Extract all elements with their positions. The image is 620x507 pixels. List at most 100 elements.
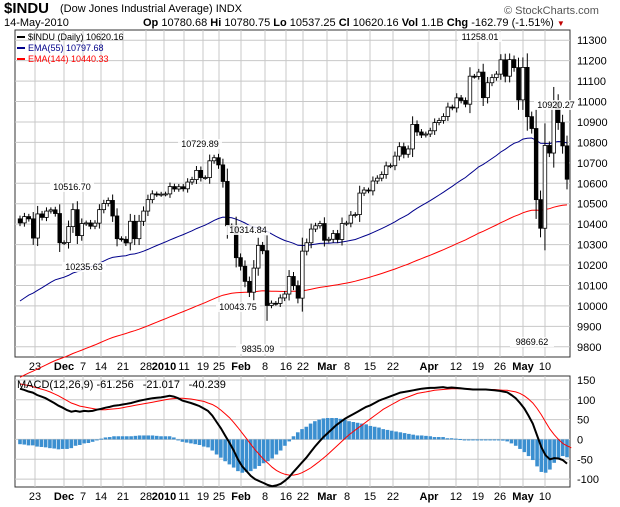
- price-bar: [154, 193, 159, 196]
- price-annotation: 9869.62: [516, 337, 549, 347]
- price-tick-label: 10000: [577, 301, 608, 313]
- annotation-bg: [510, 337, 554, 347]
- annotation-bg: [50, 182, 94, 192]
- price-bar: [463, 100, 468, 105]
- ohlc-vol: Vol 1.1B: [401, 17, 447, 29]
- macd-histogram-bar: [381, 429, 386, 440]
- price-annotation: 10920.27: [537, 100, 575, 110]
- x-tick-label-bottom: 26: [494, 491, 506, 503]
- price-bar: [383, 165, 389, 175]
- price-bar: [405, 148, 411, 155]
- macd-histogram-bar: [193, 439, 198, 445]
- macd-histogram-bar: [163, 436, 168, 440]
- down-arrow-icon: ▼: [556, 19, 565, 28]
- macd-histogram-bar: [526, 439, 531, 457]
- price-bar: [507, 59, 512, 77]
- x-tick-label-bottom: 28: [140, 491, 152, 503]
- price-bar: [97, 209, 102, 224]
- macd-histogram-bar: [270, 439, 274, 459]
- macd-histogram-bar: [60, 439, 65, 449]
- price-bar: [480, 71, 486, 99]
- macd-histogram-bar: [214, 439, 219, 455]
- macd-histogram-bar: [18, 439, 22, 445]
- macd-histogram-bar: [99, 438, 103, 440]
- macd-tick-label: 100: [577, 395, 595, 407]
- ema55-line: [19, 137, 568, 302]
- macd-histogram-bar: [372, 426, 377, 440]
- ohlc-lo: Lo 10537.25: [273, 17, 339, 29]
- macd-histogram-bar: [291, 436, 296, 440]
- macd-histogram-bar: [300, 429, 304, 440]
- macd-histogram-bar: [146, 435, 151, 440]
- x-tick-label-bottom: 21: [117, 491, 129, 503]
- macd-histogram-bar: [26, 439, 31, 446]
- x-tick-label-bottom: 7: [80, 491, 86, 503]
- x-tick-label-bottom: 8: [262, 491, 268, 503]
- macd-histogram-bar: [398, 432, 403, 440]
- macd-histogram-bar: [274, 439, 279, 455]
- macd-histogram-bar: [78, 439, 82, 445]
- price-bar: [344, 222, 349, 225]
- macd-histogram-bar: [522, 439, 527, 453]
- instrument-name: (Dow Jones Industrial Average): [60, 3, 213, 15]
- macd-histogram-bar: [458, 439, 462, 441]
- macd-histogram-bar: [389, 430, 394, 440]
- macd-histogram-bar: [334, 418, 339, 440]
- price-legend-item: $INDU (Daily) 10620.16: [28, 32, 124, 42]
- price-tick-label: 10200: [577, 260, 608, 272]
- macd-histogram-bar: [411, 434, 415, 440]
- annotation-bg: [534, 100, 578, 110]
- x-tick-label-bottom: Feb: [231, 491, 251, 503]
- macd-histogram-bar: [201, 439, 206, 447]
- price-bar: [322, 223, 327, 241]
- x-tick-label-bottom: 2010: [152, 491, 176, 503]
- price-bar: [533, 128, 539, 201]
- macd-histogram-bar: [107, 437, 112, 440]
- macd-histogram-bar: [52, 439, 56, 449]
- price-tick-label: 10400: [577, 219, 608, 231]
- macd-histogram-bar: [223, 439, 227, 462]
- macd-histogram-bar: [150, 435, 155, 440]
- x-tick-label-bottom: 22: [297, 491, 309, 503]
- macd-histogram-bar: [488, 439, 492, 441]
- price-annotation: 11258.01: [462, 32, 499, 42]
- macd-histogram-bar: [231, 439, 236, 468]
- price-bar: [88, 222, 93, 227]
- x-tick-label: 15: [364, 361, 376, 373]
- macd-histogram-bar: [116, 436, 121, 440]
- macd-histogram-bar: [266, 439, 270, 462]
- price-bar: [163, 193, 168, 196]
- x-tick-label: Dec: [54, 361, 74, 373]
- macd-histogram-bar: [56, 439, 61, 450]
- price-bar: [414, 124, 420, 133]
- price-bar: [331, 233, 336, 240]
- macd-histogram-bar: [475, 439, 480, 441]
- macd-histogram-bar: [509, 439, 514, 444]
- macd-histogram-bar: [261, 439, 266, 464]
- macd-histogram-bar: [428, 436, 433, 440]
- price-bar: [428, 130, 433, 135]
- price-bar: [542, 145, 548, 229]
- macd-tick-label: 0: [577, 434, 583, 446]
- macd-histogram-bar: [505, 439, 509, 442]
- price-bar: [44, 210, 49, 218]
- price-bar: [79, 223, 84, 237]
- macd-histogram-bar: [244, 439, 249, 472]
- macd-histogram-bar: [172, 437, 176, 440]
- x-tick-label-bottom: 10: [539, 491, 551, 503]
- macd-histogram-bar: [137, 435, 142, 440]
- x-tick-label-bottom: May: [512, 491, 534, 503]
- macd-histogram-bar: [338, 418, 343, 440]
- macd-histogram-bar: [189, 439, 193, 444]
- price-bar: [308, 228, 314, 244]
- macd-tick-label: 50: [577, 415, 589, 427]
- ohlc-hi: Hi 10780.75: [210, 17, 274, 29]
- macd-histogram-bar: [407, 433, 411, 440]
- x-tick-label: 19: [197, 361, 209, 373]
- price-bar: [423, 133, 429, 136]
- price-bar: [26, 216, 32, 220]
- x-tick-label-bottom: 12: [450, 491, 462, 503]
- price-bar: [392, 155, 398, 167]
- price-bar: [128, 220, 133, 244]
- chart-instrument-name: (Dow Jones Industrial Average) INDX: [60, 3, 242, 15]
